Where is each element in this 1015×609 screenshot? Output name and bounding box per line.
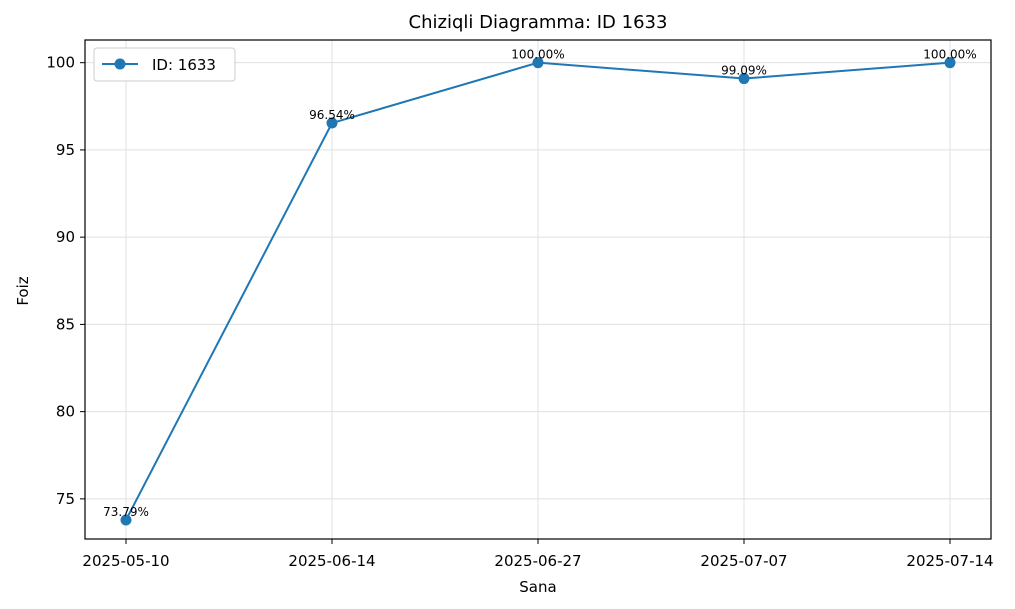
y-tick-label: 95	[56, 141, 75, 159]
data-point	[326, 117, 338, 129]
data-point	[738, 73, 750, 85]
x-tick-label: 2025-05-10	[82, 552, 169, 570]
data-label: 73.79%	[103, 505, 149, 519]
legend-box	[93, 47, 236, 82]
legend-entry-label: ID: 1633	[152, 56, 216, 74]
x-tick-label: 2025-07-14	[906, 552, 993, 570]
data-point	[532, 57, 544, 69]
y-tick-label: 75	[56, 490, 75, 508]
legend-marker-swatch	[114, 58, 126, 70]
axis-ticks: 2025-05-10 2025-06-14 2025-06-27 2025-07-07…	[46, 54, 993, 570]
y-tick-label: 100	[46, 54, 75, 72]
data-label: 100.00%	[511, 48, 564, 62]
x-tick-label: 2025-06-27	[494, 552, 581, 570]
y-tick-label: 80	[56, 403, 75, 421]
data-point	[944, 57, 956, 69]
chart-title: Chiziqli Diagramma: ID 1633	[409, 12, 668, 33]
legend: ID: 1633	[93, 47, 236, 82]
data-label: 100.00%	[923, 48, 976, 62]
data-label: 99.09%	[721, 64, 767, 78]
x-tick-label: 2025-06-14	[288, 552, 375, 570]
data-label: 96.54%	[309, 108, 355, 122]
x-axis-label: Sana	[519, 578, 556, 596]
series	[120, 57, 956, 526]
data-labels: 73.79% 96.54% 100.00% 99.09% 100.00%	[103, 48, 977, 519]
y-tick-label: 90	[56, 228, 75, 246]
y-tick-label: 85	[56, 315, 75, 333]
y-axis-label: Foiz	[14, 276, 32, 305]
grid	[85, 40, 991, 539]
data-point	[120, 514, 132, 526]
x-tick-label: 2025-07-07	[700, 552, 787, 570]
